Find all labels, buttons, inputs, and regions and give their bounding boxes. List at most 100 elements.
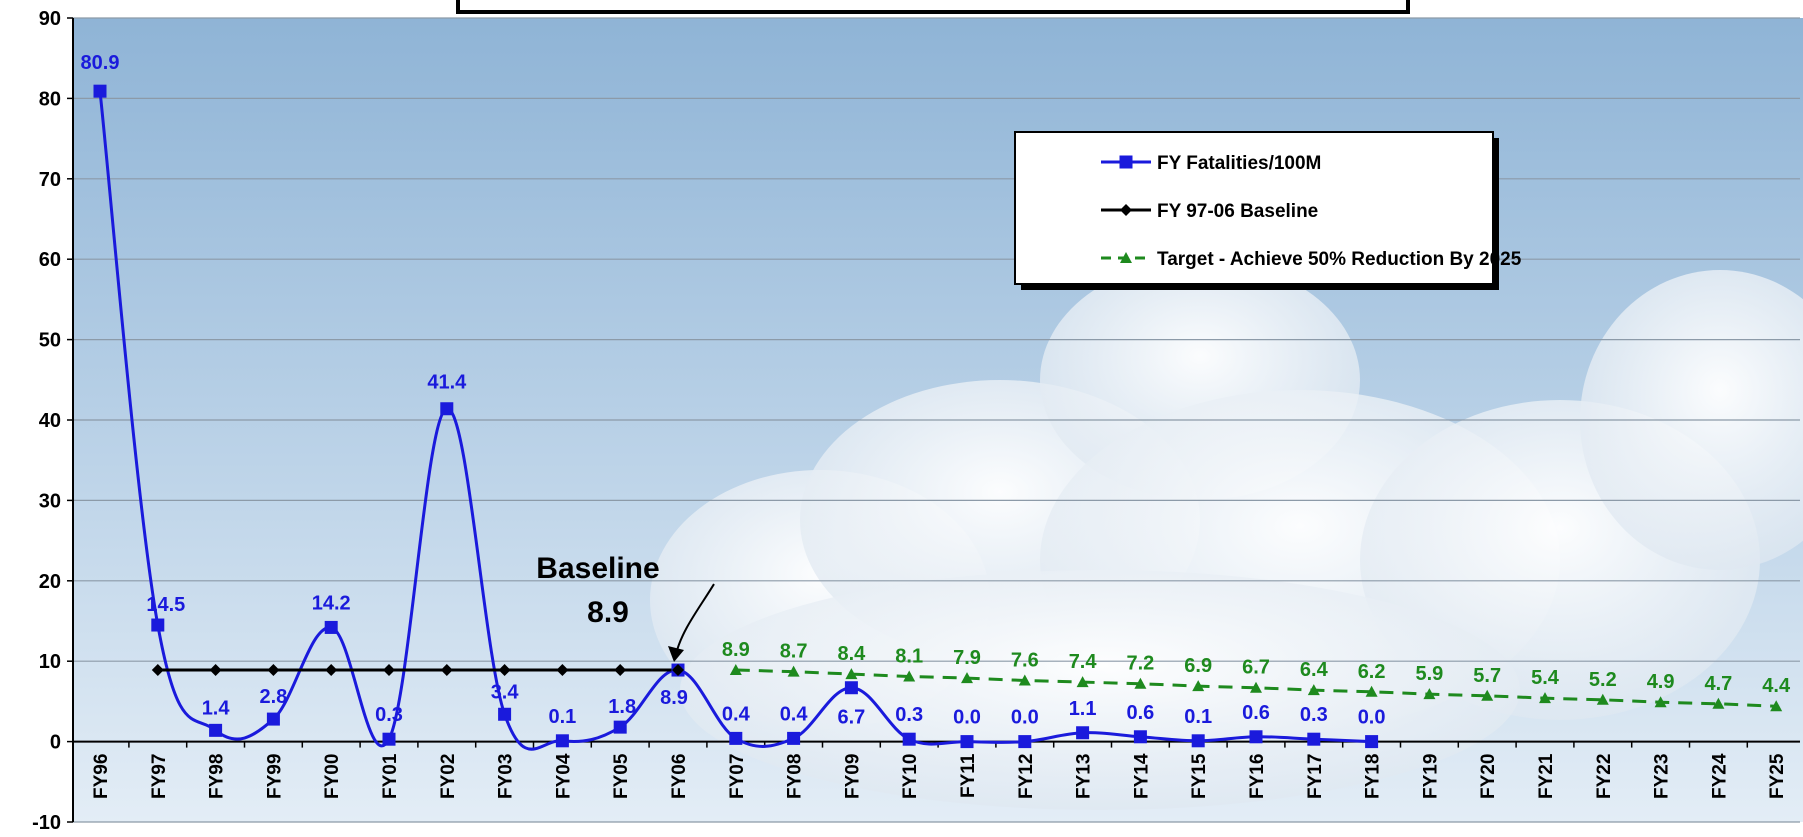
data-point-triangle <box>1654 696 1667 708</box>
x-tick-label: FY06 <box>669 754 690 799</box>
data-point-triangle <box>1018 674 1031 686</box>
data-label: 5.4 <box>1531 667 1560 689</box>
data-point-square <box>960 735 974 749</box>
data-label: 5.7 <box>1473 665 1501 687</box>
data-label: 0.6 <box>1126 702 1154 724</box>
data-point-triangle <box>1596 693 1609 705</box>
x-tick-label: FY14 <box>1131 753 1152 799</box>
y-tick-label: -10 <box>32 812 61 832</box>
title-box <box>456 0 1410 14</box>
data-point-triangle <box>1481 689 1494 701</box>
x-tick-label: FY98 <box>207 754 228 799</box>
x-tick-label: FY20 <box>1478 754 1499 799</box>
x-tick-label: FY15 <box>1189 753 1210 799</box>
data-point-triangle <box>1365 685 1378 697</box>
x-tick-label: FY01 <box>380 753 401 799</box>
data-point-triangle <box>1120 252 1132 263</box>
x-tick-label: FY24 <box>1709 753 1730 799</box>
data-point-triangle <box>1539 692 1551 704</box>
data-point-square <box>151 618 165 632</box>
data-point-triangle <box>961 672 973 684</box>
data-label: 5.2 <box>1589 669 1617 691</box>
data-point-square <box>324 620 338 634</box>
annotation-line2: 8.9 <box>587 596 629 629</box>
x-tick-label: FY96 <box>91 754 112 799</box>
x-tick-label: FY05 <box>611 753 632 799</box>
data-label: 7.2 <box>1126 653 1154 675</box>
y-tick-label: 20 <box>39 571 61 593</box>
data-point-square <box>729 731 743 745</box>
x-tick-label: FY97 <box>149 754 170 799</box>
data-label: 41.4 <box>427 372 467 394</box>
data-point-square <box>440 402 454 416</box>
data-point-square <box>844 681 858 695</box>
data-point-triangle <box>1134 677 1147 689</box>
x-tick-label: FY18 <box>1363 754 1384 799</box>
data-point-diamond <box>498 664 511 677</box>
x-tick-label: FY23 <box>1652 754 1673 799</box>
data-label: 7.4 <box>1069 651 1098 673</box>
x-tick-label: FY00 <box>322 754 343 799</box>
data-point-square <box>93 84 107 98</box>
legend-label: Target - Achieve 50% Reduction By 2025 <box>1157 249 1522 270</box>
data-label: 0.1 <box>1184 706 1212 728</box>
data-point-square <box>613 720 627 734</box>
data-label: 6.7 <box>1242 657 1270 679</box>
data-point-square <box>382 732 396 746</box>
data-point-square <box>1018 735 1032 749</box>
y-tick-label: 80 <box>39 88 61 110</box>
data-point-triangle <box>845 668 858 680</box>
data-point-square <box>1365 735 1379 749</box>
data-label: 6.2 <box>1358 661 1386 683</box>
data-point-square <box>1191 734 1205 748</box>
data-label: 7.6 <box>1011 649 1039 671</box>
annotation-line1: Baseline <box>536 552 659 585</box>
data-point-diamond <box>556 664 569 677</box>
data-point-square <box>209 723 223 737</box>
x-tick-label: FY13 <box>1074 754 1095 799</box>
y-tick-label: 30 <box>39 490 61 512</box>
x-tick-label: FY08 <box>785 754 806 799</box>
data-label: 1.8 <box>608 696 636 718</box>
data-point-triangle <box>903 670 916 682</box>
data-label: 6.7 <box>837 707 865 729</box>
data-label: 0.6 <box>1242 702 1270 724</box>
x-tick-label: FY03 <box>496 754 517 799</box>
y-tick-label: 50 <box>39 330 61 352</box>
data-point-diamond <box>151 664 164 677</box>
data-label: 80.9 <box>81 52 120 74</box>
data-point-triangle <box>1192 680 1205 692</box>
x-tick-label: FY10 <box>900 754 921 799</box>
x-tick-label: FY19 <box>1420 754 1441 799</box>
data-label: 0.3 <box>1300 704 1328 726</box>
data-label: 8.7 <box>780 641 808 663</box>
data-point-diamond <box>614 664 627 677</box>
data-point-square <box>1249 730 1263 744</box>
data-label: 1.1 <box>1069 698 1097 720</box>
data-point-square <box>1133 730 1147 744</box>
data-point-triangle <box>729 664 742 676</box>
y-tick-label: 0 <box>50 732 61 754</box>
data-point-diamond <box>267 664 280 677</box>
data-point-square <box>555 734 569 748</box>
y-tick-label: 90 <box>39 8 61 30</box>
data-label: 0.0 <box>1011 707 1039 729</box>
data-point-diamond <box>440 664 453 677</box>
x-axis-ticks: FY96 FY97 FY98 FY99 FY00 FY01 FY02 FY03 FY04 FY05… <box>91 741 1788 799</box>
data-point-square <box>498 707 512 721</box>
data-point-square <box>902 732 916 746</box>
data-label: 8.1 <box>895 645 923 667</box>
data-point-triangle <box>787 665 800 677</box>
data-point-diamond <box>1120 204 1132 216</box>
legend-box <box>1014 131 1494 285</box>
data-point-triangle <box>1712 697 1725 709</box>
y-tick-label: 60 <box>39 249 61 271</box>
data-label: 5.9 <box>1415 663 1443 685</box>
data-point-square <box>1119 155 1133 169</box>
data-label: 2.8 <box>259 686 287 708</box>
gridlines <box>73 17 1800 823</box>
x-tick-label: FY12 <box>1016 754 1037 799</box>
x-tick-label: FY04 <box>553 753 574 799</box>
data-label: 0.0 <box>1358 707 1386 729</box>
